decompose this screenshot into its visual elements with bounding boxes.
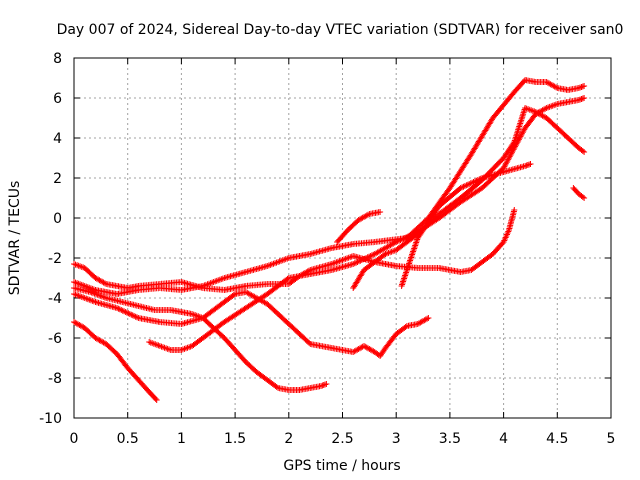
y-tick-label: 0 [53, 211, 62, 227]
y-tick-label: -10 [39, 411, 62, 427]
x-tick-label: 0.5 [117, 431, 139, 447]
y-tick-label: 6 [53, 91, 62, 107]
series-markers [570, 185, 588, 201]
series-track-8 [334, 209, 384, 245]
y-tick-label: -2 [48, 251, 62, 267]
x-tick-label: 2 [284, 431, 293, 447]
y-tick-label: 8 [53, 51, 62, 67]
series-track-7 [350, 105, 588, 291]
data-series [71, 77, 588, 403]
series-track-5 [71, 289, 432, 359]
y-tick-label: -8 [48, 371, 62, 387]
x-tick-label: 3 [392, 431, 401, 447]
chart-title: Day 007 of 2024, Sidereal Day-to-day VTE… [57, 22, 624, 38]
x-tick-label: 0 [70, 431, 79, 447]
series-markers [71, 319, 160, 403]
series-track-9 [398, 161, 534, 289]
x-tick-label: 4 [499, 431, 508, 447]
x-tick-label: 1.5 [224, 431, 246, 447]
y-axis-label: SDTVAR / TECUs [7, 181, 23, 296]
x-tick-label: 1 [177, 431, 186, 447]
series-markers [350, 105, 588, 291]
series-markers [398, 161, 534, 289]
x-tick-label: 4.5 [546, 431, 568, 447]
y-tick-label: 4 [53, 131, 62, 147]
series-track-10 [570, 185, 588, 201]
series-track-6 [146, 95, 588, 353]
x-tick-label: 3.5 [439, 431, 461, 447]
y-tick-label: -4 [48, 291, 62, 307]
axis-ticks: 0 0.5 1 1.5 2 2.5 3 3.5 4 4.5 5 -10 -8 -6 -4 -2 0 2 4 6 8 [39, 51, 615, 447]
y-tick-label: 2 [53, 171, 62, 187]
x-tick-label: 5 [607, 431, 616, 447]
series-markers [71, 289, 432, 359]
x-axis-label: GPS time / hours [283, 458, 400, 474]
series-track-1 [71, 319, 160, 403]
x-tick-label: 2.5 [331, 431, 353, 447]
y-tick-label: -6 [48, 331, 62, 347]
series-markers [146, 95, 588, 353]
series-markers [334, 209, 384, 245]
